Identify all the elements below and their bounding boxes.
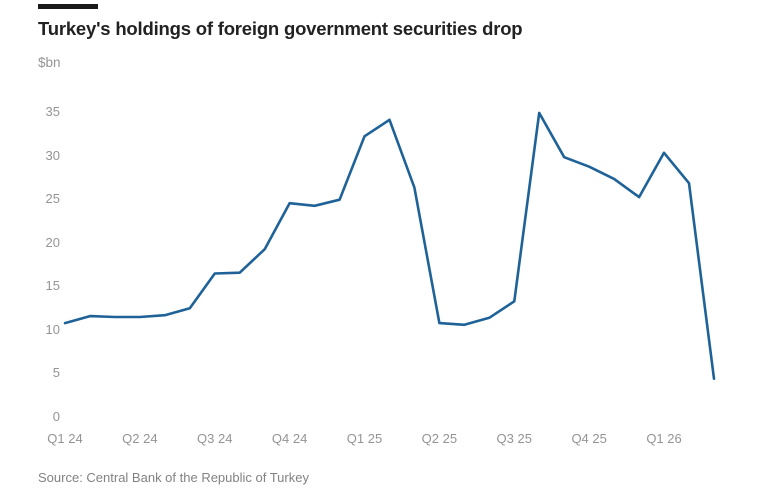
y-tick-label: 0 bbox=[52, 408, 60, 424]
x-tick-label: Q2 24 bbox=[122, 431, 158, 446]
x-tick-label: Q3 24 bbox=[197, 431, 233, 446]
x-tick-label: Q1 24 bbox=[47, 431, 83, 446]
y-tick-label: 30 bbox=[45, 147, 60, 163]
chart-title: Turkey's holdings of foreign government … bbox=[38, 18, 523, 39]
y-tick-label: 10 bbox=[45, 321, 60, 337]
y-tick-label: 20 bbox=[45, 234, 60, 250]
x-tick-label: Q3 25 bbox=[496, 431, 532, 446]
x-tick-label: Q4 25 bbox=[571, 431, 607, 446]
x-tick-label: Q4 24 bbox=[271, 431, 308, 446]
x-tick-label: Q2 25 bbox=[421, 431, 458, 446]
y-tick-label: 35 bbox=[45, 104, 60, 120]
y-tick-label: 15 bbox=[45, 278, 60, 294]
data-line bbox=[63, 111, 716, 381]
y-tick-label: 25 bbox=[45, 191, 60, 207]
y-tick-label: 5 bbox=[52, 365, 60, 381]
x-tick-label: Q1 26 bbox=[646, 431, 682, 446]
title-accent-bar bbox=[38, 4, 98, 9]
source-note: Source: Central Bank of the Republic of … bbox=[38, 470, 309, 485]
x-tick-label: Q1 25 bbox=[346, 431, 383, 446]
unit-label: $bn bbox=[38, 55, 61, 70]
